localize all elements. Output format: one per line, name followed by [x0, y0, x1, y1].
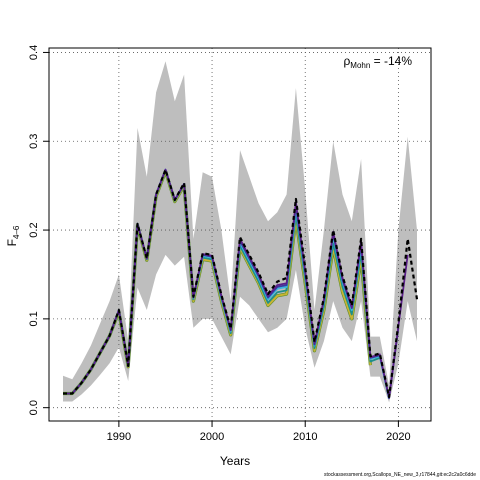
- series-line-7: [63, 168, 419, 399]
- mohn-rho-annotation: ρMohn = -14%: [343, 54, 412, 70]
- y-axis-title-main: F: [5, 239, 19, 246]
- x-tick-label-2000: 2000: [200, 431, 224, 443]
- axis-layer: 1990 2000 2010 2020 0.0 0.1 0.2 0.3 0.4: [28, 45, 411, 443]
- y-tick-label-0.1: 0.1: [28, 311, 40, 326]
- mohn-rho-subscript: Mohn: [350, 61, 370, 70]
- mohn-rho-value: = -14%: [370, 54, 412, 68]
- y-tick-label-0.2: 0.2: [28, 222, 40, 237]
- y-axis-title-sub: 4–6: [12, 225, 21, 239]
- y-tick-label-0: 0.0: [28, 400, 40, 415]
- x-tick-label-2010: 2010: [293, 431, 317, 443]
- series-layer: [63, 168, 419, 400]
- confidence-band-layer: [63, 61, 417, 403]
- y-tick-label-0.3: 0.3: [28, 134, 40, 149]
- y-axis-title: F4–6: [5, 225, 21, 246]
- confidence-band: [63, 61, 417, 403]
- footer-credit: stockassessment.org,Scallops_NE_new_3,r1…: [323, 472, 476, 478]
- x-axis-title: Years: [220, 454, 250, 468]
- x-tick-label-1990: 1990: [107, 431, 131, 443]
- mohn-rho-symbol: ρ: [343, 54, 350, 68]
- plot-frame: [48, 47, 432, 422]
- x-tick-label-2020: 2020: [386, 431, 410, 443]
- y-tick-label-0.4: 0.4: [28, 45, 40, 60]
